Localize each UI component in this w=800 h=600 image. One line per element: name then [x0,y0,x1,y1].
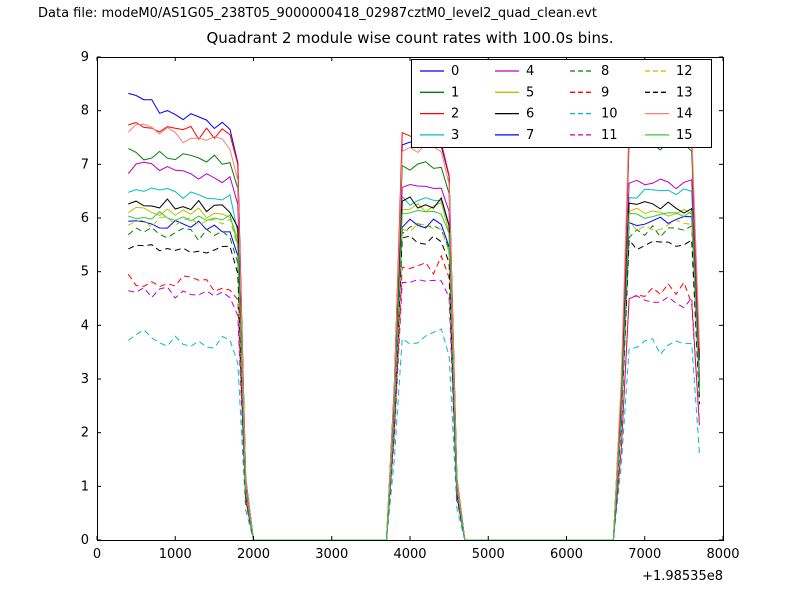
series-line-12 [128,216,700,541]
series-line-3 [128,187,700,541]
legend-label: 3 [451,128,459,143]
series-line-0 [128,92,700,541]
series-line-5 [128,201,700,541]
series-line-6 [128,196,700,541]
legend-item-2: 2 [420,107,459,122]
x-axis: 0 1000 2000 3000 4000 5000 6000 7000 8000 +1.9853… [93,57,740,584]
legend-item-9: 9 [570,85,609,100]
series-line-10 [127,328,700,541]
legend-item-4: 4 [495,64,534,79]
y-tick-label: 4 [81,318,89,333]
legend-item-5: 5 [495,85,534,100]
y-tick-label: 7 [81,157,89,172]
x-tick-label: 3000 [315,547,348,562]
legend-label: 1 [451,85,459,100]
legend-item-15: 15 [645,128,693,143]
legend-label: 6 [526,107,534,122]
legend-item-13: 13 [645,85,693,100]
x-tick-label: 5000 [472,547,505,562]
x-tick-label: 2000 [237,547,270,562]
legend-item-10: 10 [570,107,618,122]
x-axis-offset-label: +1.98535e8 [642,569,723,584]
series-line-1 [128,139,700,541]
legend-label: 9 [601,85,609,100]
datafile-label: Data file: modeM0/AS1G05_238T05_90000004… [38,6,597,21]
legend-label: 7 [526,128,534,143]
legend-item-0: 0 [420,64,459,79]
series-line-15 [128,209,700,541]
legend-item-14: 14 [645,107,693,122]
series-lines [127,92,700,541]
y-tick-label: 6 [81,211,89,226]
y-tick-label: 9 [81,50,89,65]
x-tick-label: 1000 [159,547,192,562]
y-tick-label: 5 [81,265,89,280]
legend-label: 10 [601,107,618,122]
series-line-14 [127,120,700,541]
legend-label: 2 [451,107,459,122]
x-tick-label: 6000 [550,547,583,562]
legend-label: 0 [451,64,459,79]
legend-label: 12 [676,64,693,79]
legend-item-12: 12 [645,64,693,79]
legend-item-11: 11 [570,128,618,143]
legend-label: 11 [601,128,618,143]
y-tick-label: 0 [81,533,89,548]
series-line-11 [128,278,700,541]
x-tick-label: 7000 [628,547,661,562]
series-line-7 [128,215,700,541]
series-line-4 [127,161,700,541]
y-tick-label: 2 [81,426,89,441]
legend-label: 8 [601,64,609,79]
legend-item-3: 3 [420,128,459,143]
legend-label: 14 [676,107,693,122]
legend-item-6: 6 [495,107,534,122]
chart-title: Quadrant 2 module wise count rates with … [206,29,614,47]
x-tick-label: 4000 [393,547,426,562]
x-tick-label: 0 [93,547,101,562]
y-tick-label: 3 [81,372,89,387]
series-line-8 [127,223,700,541]
legend-label: 4 [526,64,534,79]
y-tick-label: 8 [81,104,89,119]
legend-item-8: 8 [570,64,609,79]
x-tick-label: 8000 [706,547,739,562]
legend-label: 13 [676,85,693,100]
legend-label: 5 [526,85,534,100]
series-line-9 [127,254,700,541]
legend-label: 15 [676,128,693,143]
legend-box [411,59,712,148]
series-line-13 [128,235,700,541]
y-tick-label: 1 [81,479,89,494]
legend-item-7: 7 [495,128,534,143]
legend-item-1: 1 [420,85,459,100]
